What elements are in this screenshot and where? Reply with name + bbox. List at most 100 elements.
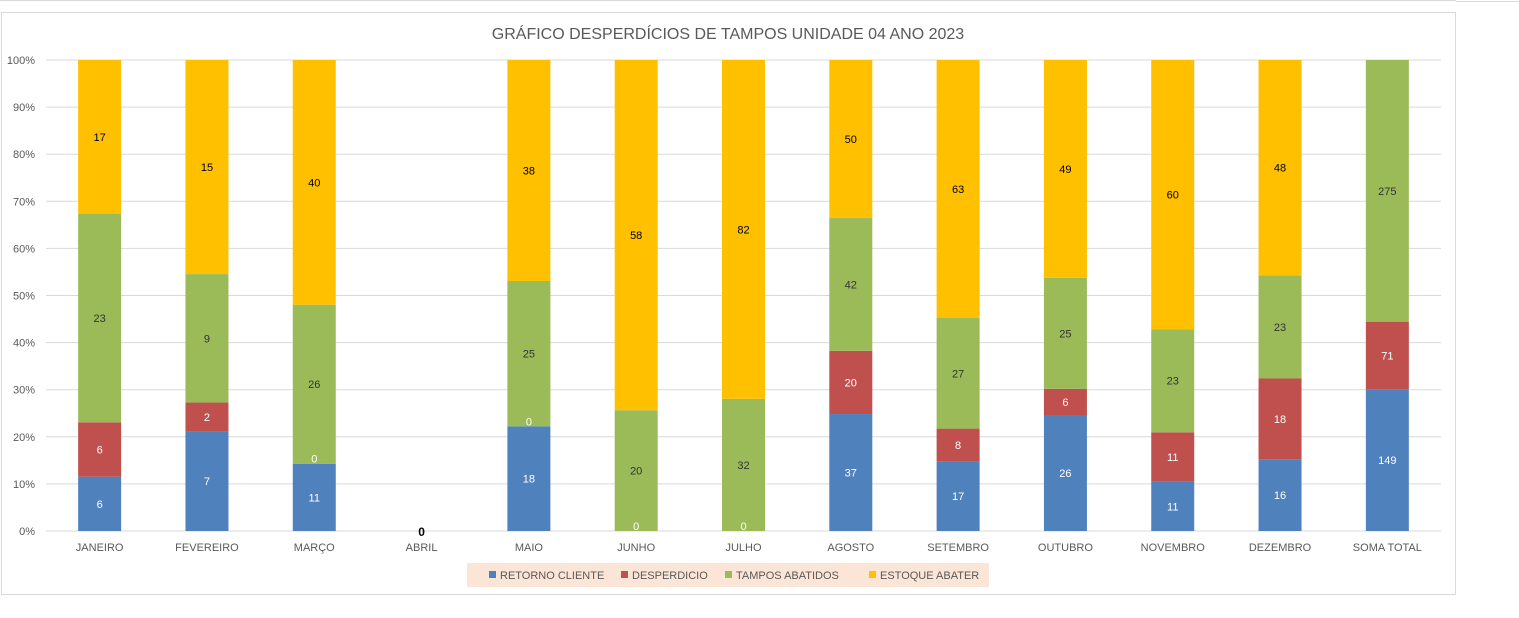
data-label: 0 xyxy=(633,521,639,533)
bars xyxy=(78,60,1409,531)
bar-segment xyxy=(78,60,122,214)
bar-segment xyxy=(1151,432,1195,482)
data-label: 20 xyxy=(630,466,642,478)
y-tick-label: 90% xyxy=(13,102,35,114)
legend-label: TAMPOS ABATIDOS xyxy=(736,570,839,582)
data-label: 23 xyxy=(94,313,106,325)
bar-segment xyxy=(614,60,658,411)
data-label: 17 xyxy=(94,132,106,144)
bar-segment xyxy=(1258,459,1302,531)
data-label: 11 xyxy=(309,492,320,504)
data-label: 18 xyxy=(523,474,535,486)
data-label: 58 xyxy=(630,230,642,242)
data-labels: 6 6 23 17 7 2 9 15 11 0 26 40 0 18 0 25 38 0 20 58 0 32 82 37 20… xyxy=(94,132,1397,539)
bar-segment xyxy=(936,428,980,462)
x-tick-label: AGOSTO xyxy=(827,542,874,554)
bar-segment xyxy=(78,213,122,423)
x-axis: JANEIRO FEVEREIRO MARÇO ABRIL MAIO JUNHO JULHO… xyxy=(76,542,1422,554)
data-label: 2 xyxy=(204,412,210,424)
bar-segment xyxy=(1151,329,1195,433)
data-label: 38 xyxy=(523,165,535,177)
data-label: 6 xyxy=(97,444,103,456)
bar-segment xyxy=(722,60,765,399)
bar-segment xyxy=(1151,60,1195,330)
data-label: 11 xyxy=(1167,501,1178,513)
y-tick-label: 40% xyxy=(13,338,35,350)
data-label: 26 xyxy=(1059,468,1071,480)
data-label: 0 xyxy=(311,454,317,466)
data-label: 6 xyxy=(97,499,103,511)
bar-segment xyxy=(1043,415,1087,531)
legend-swatch xyxy=(725,571,732,578)
bar-segment xyxy=(185,402,229,432)
bar-segment xyxy=(614,410,658,531)
bar-segment xyxy=(1151,481,1195,531)
y-tick-label: 50% xyxy=(13,291,35,303)
data-label: 0 xyxy=(418,525,425,539)
legend-label: RETORNO CLIENTE xyxy=(500,570,604,582)
bar-segment xyxy=(292,304,336,464)
bar-segment xyxy=(722,398,765,531)
data-label: 149 xyxy=(1378,455,1396,467)
data-label: 25 xyxy=(1059,328,1071,340)
y-tick-label: 80% xyxy=(13,149,35,161)
legend-label: ESTOQUE ABATER xyxy=(880,570,979,582)
data-label: 18 xyxy=(1274,414,1286,426)
data-label: 0 xyxy=(740,521,746,533)
bar-segment xyxy=(1258,275,1302,379)
bar-segment xyxy=(507,280,551,427)
y-tick-label: 0% xyxy=(19,526,35,538)
x-tick-label: NOVEMBRO xyxy=(1141,542,1206,554)
bar-segment xyxy=(1365,389,1409,531)
bar-segment xyxy=(936,461,980,531)
y-tick-label: 20% xyxy=(13,432,35,444)
data-label: 63 xyxy=(952,184,964,196)
data-label: 60 xyxy=(1167,190,1179,202)
data-label: 23 xyxy=(1274,322,1286,334)
data-label: 7 xyxy=(204,476,210,488)
data-label: 8 xyxy=(955,440,961,452)
chart-title: GRÁFICO DESPERDÍCIOS DE TAMPOS UNIDADE 0… xyxy=(492,24,965,43)
data-label: 275 xyxy=(1378,186,1396,198)
bar-segment xyxy=(936,60,980,319)
y-tick-label: 100% xyxy=(7,55,35,67)
y-tick-label: 60% xyxy=(13,243,35,255)
legend-swatch xyxy=(489,571,496,578)
legend-label: DESPERDICIO xyxy=(632,570,708,582)
data-label: 9 xyxy=(204,333,210,345)
bar-segment xyxy=(1043,388,1087,416)
data-label: 42 xyxy=(845,279,857,291)
x-tick-label: MAIO xyxy=(515,542,544,554)
bar-segment xyxy=(1365,60,1409,322)
y-tick-label: 10% xyxy=(13,479,35,491)
bar-segment xyxy=(185,274,229,403)
bar-segment xyxy=(1258,60,1302,276)
data-label: 27 xyxy=(952,368,964,380)
data-label: 16 xyxy=(1274,490,1286,502)
bar-segment xyxy=(829,60,873,219)
data-label: 82 xyxy=(737,224,749,236)
data-label: 23 xyxy=(1167,376,1179,388)
bar-segment xyxy=(78,476,122,531)
bar-segment xyxy=(292,463,336,531)
bar-segment xyxy=(1258,378,1302,460)
bar-segment xyxy=(292,60,336,305)
data-label: 48 xyxy=(1274,163,1286,175)
x-tick-label: OUTUBRO xyxy=(1038,542,1093,554)
bar-segment xyxy=(185,60,229,275)
legend-swatch xyxy=(869,571,876,578)
data-label: 37 xyxy=(845,468,857,480)
x-tick-label: JUNHO xyxy=(617,542,655,554)
bar-segment xyxy=(507,60,551,281)
data-label: 50 xyxy=(845,134,857,146)
bar-segment xyxy=(829,350,873,415)
bar-segment xyxy=(78,422,122,477)
y-axis: 0% 10% 20% 30% 40% 50% 60% 70% 80% 90% 100% xyxy=(7,55,35,538)
data-label: 25 xyxy=(523,349,535,361)
y-tick-label: 30% xyxy=(13,385,35,397)
data-label: 15 xyxy=(201,162,213,174)
x-tick-label: SETEMBRO xyxy=(927,542,989,554)
x-tick-label: ABRIL xyxy=(406,542,438,554)
y-tick-label: 70% xyxy=(13,196,35,208)
